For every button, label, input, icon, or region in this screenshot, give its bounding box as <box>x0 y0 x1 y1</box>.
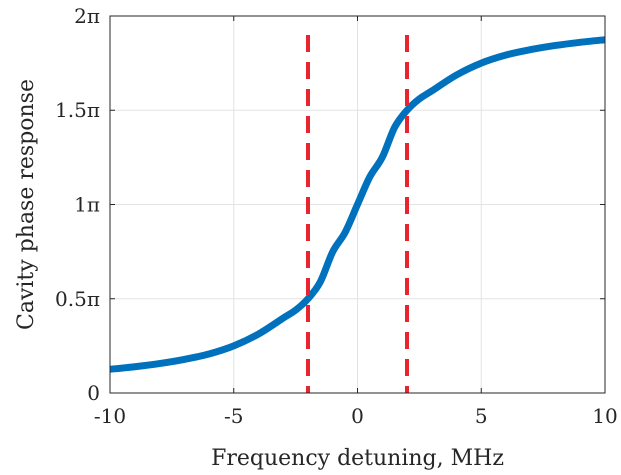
y-tick-label: 0.5π <box>55 287 100 311</box>
y-axis-label: Cavity phase response <box>14 79 39 330</box>
x-tick-label: 5 <box>475 404 488 428</box>
y-tick-label: 1π <box>74 192 100 216</box>
x-tick-label: 0 <box>351 404 364 428</box>
series-layer <box>109 36 606 373</box>
phase-response-curve <box>109 36 606 373</box>
y-tick-label: 2π <box>74 4 100 28</box>
ticks: -10 -5 0 5 10 0 0.5π 1π 1.5π 2π <box>55 4 618 428</box>
x-tick-label: -5 <box>224 404 243 428</box>
x-axis-label: Frequency detuning, MHz <box>211 446 504 471</box>
y-tick-label: 1.5π <box>55 98 100 122</box>
x-tick-label: -10 <box>94 404 126 428</box>
y-tick-label: 0 <box>87 381 100 405</box>
marker-lines <box>306 35 409 393</box>
x-tick-label: 10 <box>592 404 617 428</box>
